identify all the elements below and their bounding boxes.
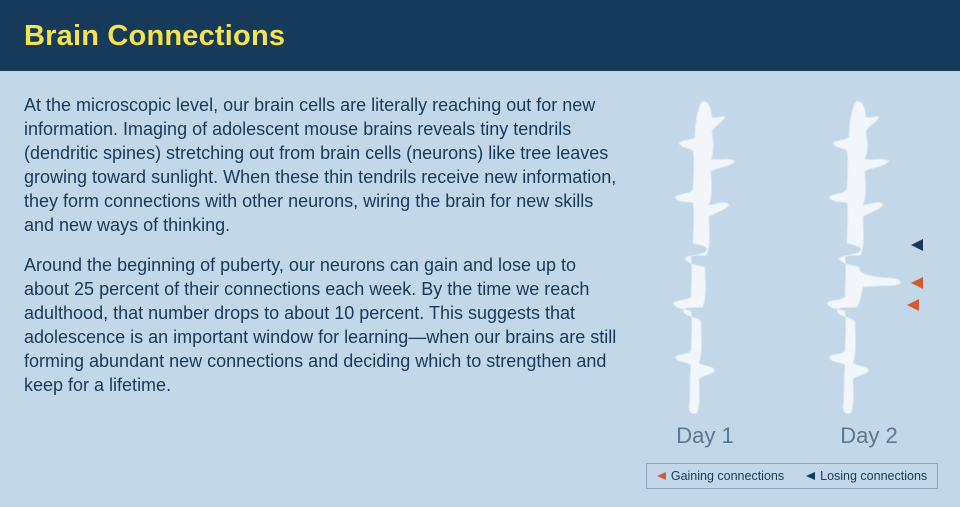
figure-column: Day 1 Day 2 — [638, 93, 946, 489]
page-root: Brain Connections At the microscopic lev… — [0, 0, 960, 506]
legend-lose-text: Losing connections — [820, 469, 927, 483]
header-bar: Brain Connections — [0, 0, 960, 71]
dendrite-day2-shape — [827, 101, 901, 414]
legend-gain-text: Gaining connections — [671, 469, 784, 483]
lose-marker-icon — [911, 239, 923, 251]
dendrite-day1-svg — [655, 97, 755, 417]
body-paragraph-2: Around the beginning of puberty, our neu… — [24, 253, 622, 397]
dendrite-day2: Day 2 — [809, 97, 929, 449]
day1-label: Day 1 — [676, 423, 733, 449]
day2-label: Day 2 — [840, 423, 897, 449]
dendrite-day2-svg — [809, 97, 929, 417]
dendrite-day1-shape — [673, 101, 735, 414]
gain-marker-icon — [907, 299, 919, 311]
page-title: Brain Connections — [24, 20, 936, 53]
dendrite-pair: Day 1 Day 2 — [655, 97, 929, 449]
content-area: At the microscopic level, our brain cell… — [0, 71, 960, 507]
gain-marker-icon — [657, 472, 666, 480]
lose-marker-icon — [806, 472, 815, 480]
legend-lose: Losing connections — [806, 469, 927, 483]
legend-box: Gaining connections Losing connections — [646, 463, 938, 489]
body-paragraph-1: At the microscopic level, our brain cell… — [24, 93, 622, 237]
legend-gain: Gaining connections — [657, 469, 784, 483]
body-text-column: At the microscopic level, our brain cell… — [24, 93, 622, 489]
dendrite-day1: Day 1 — [655, 97, 755, 449]
gain-marker-icon — [911, 277, 923, 289]
